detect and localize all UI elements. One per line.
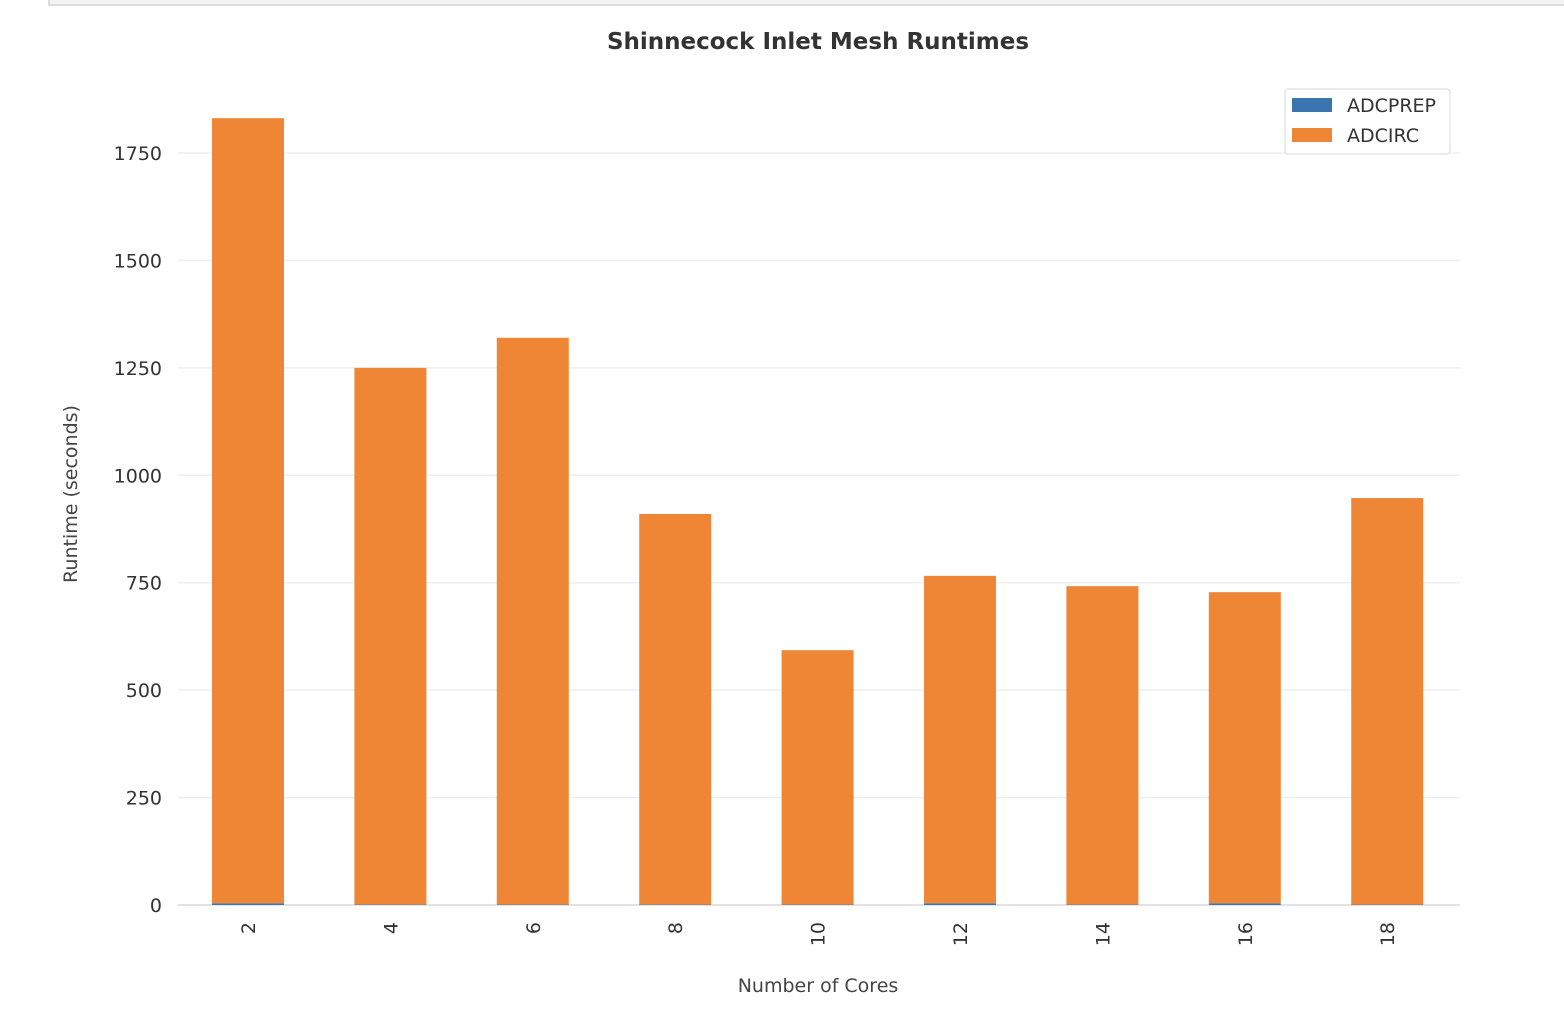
bar-adcirc-4 bbox=[354, 367, 427, 905]
legend-swatch-adcirc bbox=[1292, 128, 1332, 142]
y-tick-label: 250 bbox=[126, 788, 162, 810]
bar-adcirc-16 bbox=[1208, 592, 1281, 904]
chart-title: Shinnecock Inlet Mesh Runtimes bbox=[607, 29, 1029, 55]
x-axis-label: Number of Cores bbox=[738, 975, 899, 997]
y-tick-label: 1500 bbox=[114, 250, 162, 272]
bar-adcirc-14 bbox=[1066, 586, 1139, 905]
x-tick-label: 6 bbox=[523, 922, 545, 934]
y-axis-label: Runtime (seconds) bbox=[60, 405, 82, 583]
y-tick-label: 750 bbox=[126, 573, 162, 595]
legend: ADCPREP ADCIRC bbox=[1284, 88, 1451, 155]
x-tick-label: 18 bbox=[1377, 922, 1399, 946]
y-tick-label: 0 bbox=[150, 895, 162, 917]
x-tick-label: 8 bbox=[665, 922, 687, 934]
bar-adcprep-16 bbox=[1208, 903, 1281, 905]
bar-adcirc-10 bbox=[781, 650, 854, 905]
bar-adcirc-18 bbox=[1351, 498, 1424, 905]
bar-adcirc-2 bbox=[212, 118, 284, 904]
x-tick-label: 4 bbox=[380, 922, 402, 934]
y-tick-label: 1250 bbox=[114, 358, 162, 380]
bar-adcprep-12 bbox=[924, 903, 996, 905]
x-tick-label: 12 bbox=[950, 922, 972, 946]
x-tick-label: 2 bbox=[238, 922, 260, 934]
legend-swatch-adcprep bbox=[1292, 98, 1332, 112]
y-tick-label: 1000 bbox=[114, 465, 162, 487]
x-tick-label: 14 bbox=[1092, 922, 1114, 946]
bar-adcirc-8 bbox=[639, 513, 712, 905]
y-tick-label: 1750 bbox=[114, 143, 162, 165]
bar-adcirc-6 bbox=[496, 337, 569, 905]
bar-adcprep-2 bbox=[212, 903, 284, 905]
legend-label: ADCIRC bbox=[1347, 125, 1419, 147]
y-tick-label: 500 bbox=[126, 680, 162, 702]
x-tick-label: 10 bbox=[808, 922, 830, 946]
bar-adcirc-12 bbox=[924, 575, 996, 904]
x-tick-label: 16 bbox=[1235, 922, 1257, 946]
legend-label: ADCPREP bbox=[1347, 95, 1436, 117]
cell-top-border bbox=[48, 0, 1564, 6]
